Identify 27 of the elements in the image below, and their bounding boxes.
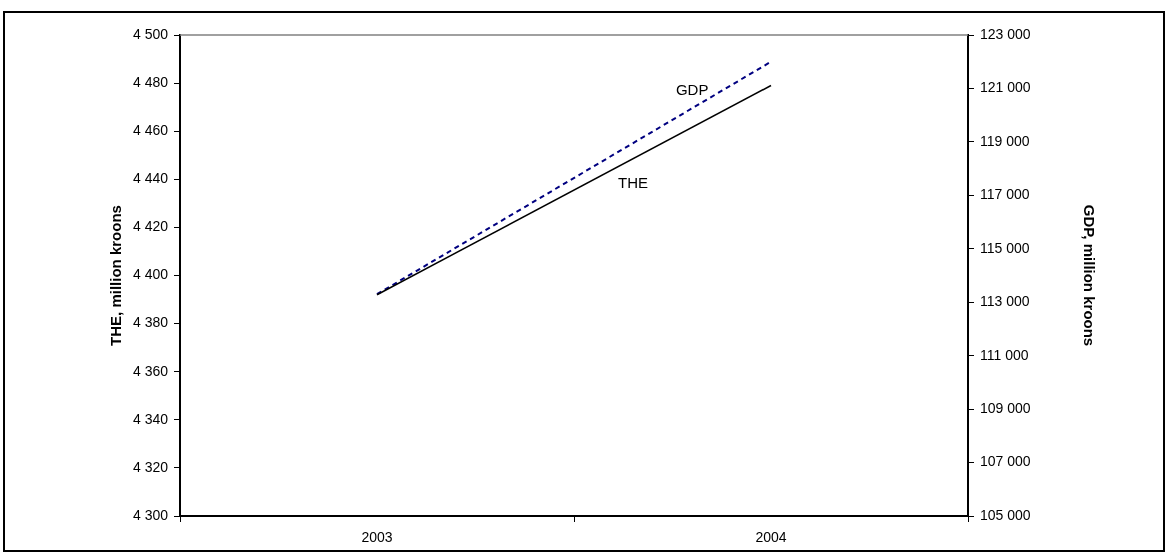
- y-tick-label: 4 500: [132, 25, 169, 42]
- y2-tick-label: 117 000: [980, 186, 1030, 203]
- series-label: GDP: [675, 80, 709, 98]
- y2-tick-label: 113 000: [980, 293, 1030, 310]
- y-tick-label: 4 480: [132, 73, 169, 90]
- y-tick-label: 4 380: [132, 314, 169, 331]
- y2-tick-label: 115 000: [980, 239, 1030, 256]
- y-tick-label: 4 300: [132, 506, 169, 523]
- y-tick-label: 4 400: [132, 266, 169, 283]
- y2-tick-label: 123 000: [980, 25, 1031, 42]
- y2-tick-label: 105 000: [980, 506, 1031, 523]
- y-tick-label: 4 360: [132, 362, 169, 379]
- x-tick-label: 2003: [361, 529, 393, 546]
- y2-tick-label: 111 000: [980, 346, 1029, 363]
- y-tick-label: 4 320: [132, 458, 169, 475]
- y2-tick-label: 119 000: [980, 132, 1030, 149]
- y2-tick-label: 121 000: [980, 79, 1031, 96]
- y-tick-label: 4 440: [132, 170, 169, 187]
- y2-tick-label: 109 000: [980, 399, 1031, 416]
- y2-tick-label: 107 000: [980, 453, 1031, 470]
- series-label: THE: [618, 174, 649, 192]
- x-tick-label: 2004: [755, 529, 787, 546]
- y-tick-label: 4 420: [132, 218, 169, 235]
- y-tick-label: 4 340: [132, 410, 169, 427]
- y2-axis-title: GDP, million kroons: [1080, 204, 1098, 347]
- y-axis-title: THE, million kroons: [107, 205, 125, 346]
- y-tick-label: 4 460: [132, 122, 169, 139]
